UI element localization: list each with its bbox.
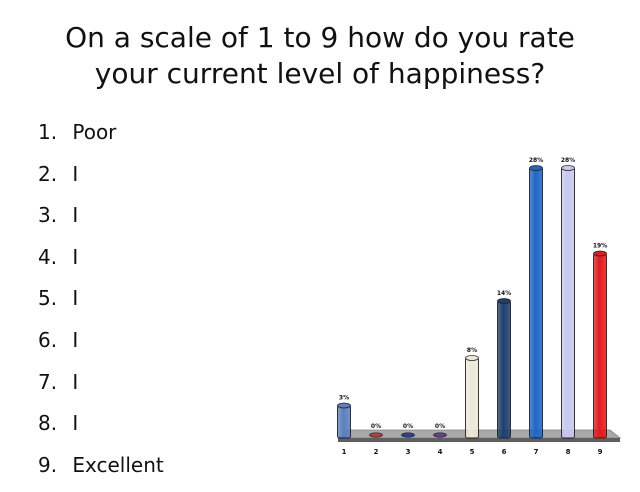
bar-cap (497, 298, 511, 304)
rating-option-8: 8. I (38, 409, 164, 451)
bar-9 (593, 250, 607, 439)
option-label: I (72, 203, 79, 228)
data-label-7: 28% (529, 157, 543, 164)
x-tick-label-5: 5 (470, 448, 475, 456)
x-tick-label-4: 4 (438, 448, 443, 456)
chart-floor-front (338, 438, 620, 442)
happiness-bar-chart: 3% 1 0% 2 0% 3 0% 4 8% 5 14% 6 28% 7 28% 8 19% 9 (336, 157, 622, 456)
option-number: 2. (38, 161, 58, 186)
option-label: I (72, 286, 79, 311)
title-line-2: your current level of happiness? (94, 57, 546, 90)
rating-option-1: 1. Poor (38, 118, 164, 160)
bar-6 (497, 298, 511, 439)
option-number: 3. (38, 203, 58, 228)
x-tick-label-9: 9 (598, 448, 603, 456)
bar-2 (369, 432, 383, 438)
option-label: I (72, 369, 79, 394)
option-label: Excellent (72, 452, 164, 477)
page-title: On a scale of 1 to 9 how do you rate you… (0, 20, 640, 92)
option-number: 4. (38, 244, 58, 269)
option-number: 5. (38, 286, 58, 311)
bar-4 (433, 432, 447, 438)
bar-7 (529, 165, 543, 439)
bar-cap (593, 250, 607, 257)
rating-option-2: 2. I (38, 160, 164, 202)
bar-cap (529, 165, 543, 171)
bar-1 (337, 402, 351, 439)
bar-cap (561, 165, 575, 171)
data-label-6: 14% (497, 290, 511, 297)
x-tick-label-1: 1 (342, 448, 347, 456)
option-number: 8. (38, 411, 58, 436)
x-tick-label-2: 2 (374, 448, 379, 456)
bar-body (465, 357, 479, 439)
bar-zero-disc (433, 432, 447, 438)
option-label: Poor (72, 120, 117, 144)
bar-body (561, 167, 575, 439)
rating-option-9: 9. Excellent (38, 451, 164, 492)
x-tick-label-7: 7 (534, 448, 539, 456)
data-label-2: 0% (371, 423, 381, 430)
bar-body (497, 300, 511, 439)
rating-option-6: 6. I (38, 326, 164, 368)
data-label-5: 8% (467, 347, 477, 354)
option-label: I (72, 411, 79, 436)
bar-zero-disc (401, 432, 415, 438)
option-label: I (72, 161, 79, 186)
option-number: 7. (38, 369, 58, 394)
bar-body (529, 167, 543, 439)
bar-5 (465, 355, 479, 439)
option-label: I (72, 244, 79, 269)
x-tick-label-3: 3 (406, 448, 411, 456)
bar-cap (337, 402, 351, 409)
option-number: 6. (38, 327, 58, 352)
bar-8 (561, 165, 575, 439)
rating-option-3: 3. I (38, 201, 164, 243)
bar-cap (465, 355, 479, 361)
data-label-8: 28% (561, 157, 575, 164)
bar-body (337, 405, 351, 439)
bar-zero-disc (369, 432, 383, 438)
data-label-4: 0% (435, 423, 445, 430)
data-label-1: 3% (339, 395, 349, 402)
bar-body (593, 253, 607, 439)
title-line-1: On a scale of 1 to 9 how do you rate (65, 21, 575, 54)
x-tick-label-6: 6 (502, 448, 507, 456)
bar-3 (401, 432, 415, 438)
rating-options-list: 1. Poor 2. I 3. I 4. I 5. I 6. I 7. I 8.… (38, 118, 164, 492)
option-number: 1. (38, 120, 58, 144)
rating-option-7: 7. I (38, 368, 164, 410)
rating-option-4: 4. I (38, 243, 164, 285)
data-label-3: 0% (403, 423, 413, 430)
rating-option-5: 5. I (38, 284, 164, 326)
option-number: 9. (38, 452, 58, 477)
data-label-9: 19% (593, 243, 607, 250)
option-label: I (72, 327, 79, 352)
x-tick-label-8: 8 (566, 448, 571, 456)
